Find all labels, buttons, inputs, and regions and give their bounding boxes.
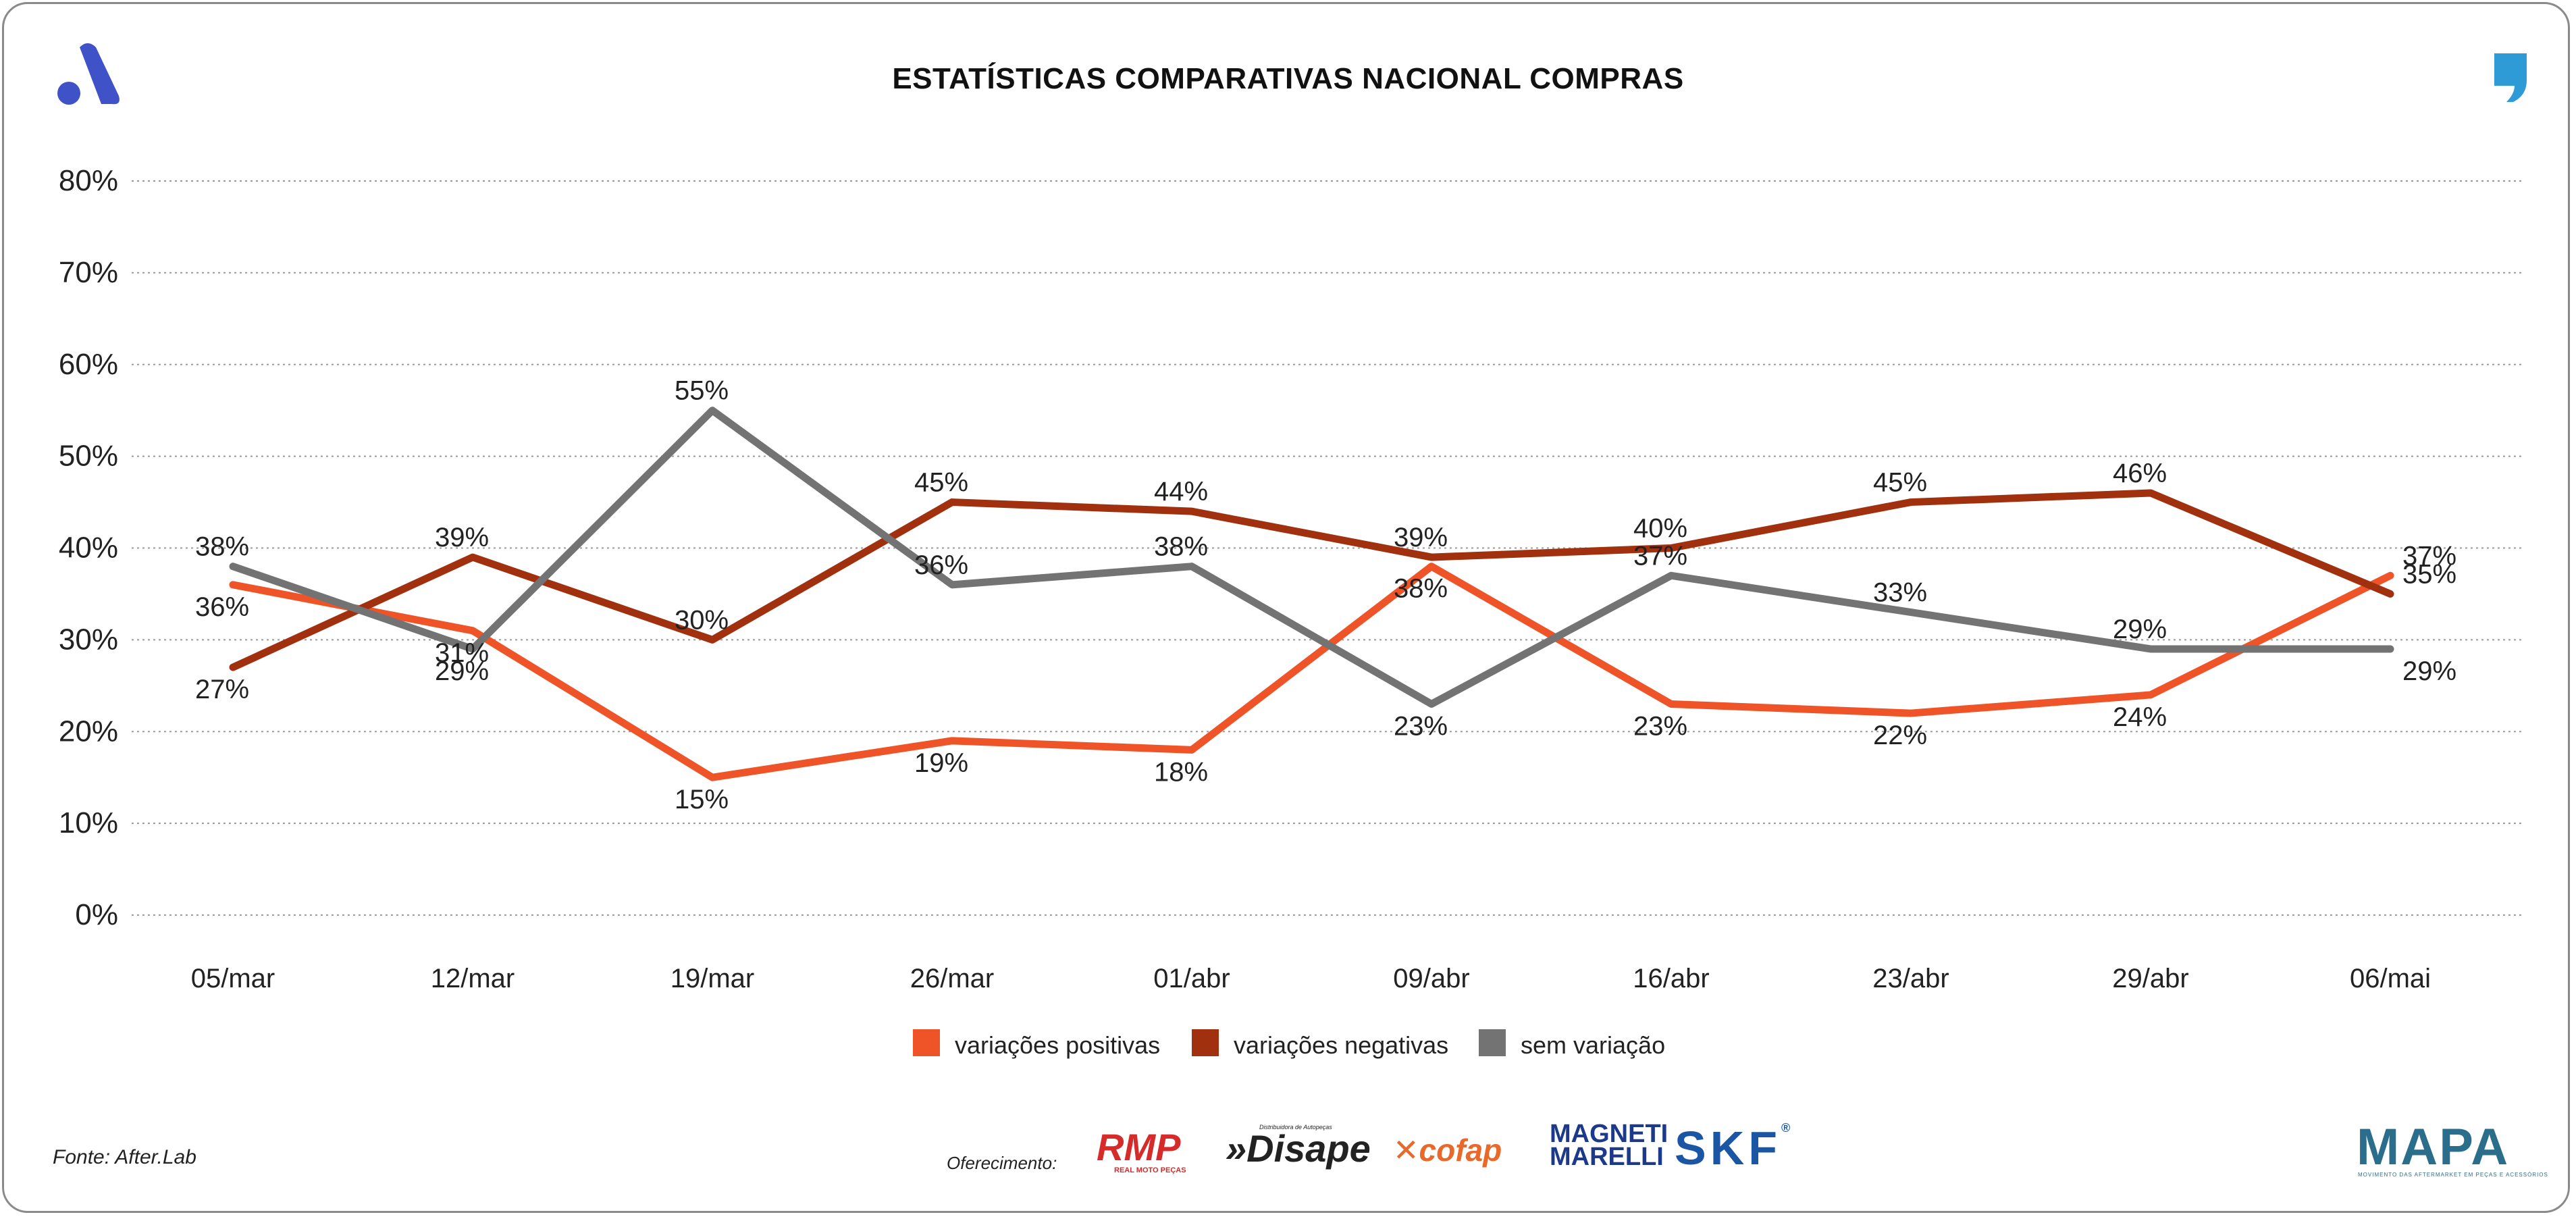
data-label: 36%	[195, 592, 249, 622]
data-label: 23%	[1633, 711, 1687, 741]
data-label: 38%	[1394, 574, 1448, 604]
chart-title: ESTATÍSTICAS COMPARATIVAS NACIONAL COMPR…	[892, 62, 1684, 95]
cofap-logo-text: cofap	[1419, 1133, 1502, 1168]
data-label: 29%	[2113, 615, 2167, 644]
data-label: 22%	[1873, 721, 1927, 750]
data-label: 39%	[1394, 523, 1448, 552]
data-label: 30%	[675, 605, 729, 635]
data-label: 55%	[675, 376, 729, 406]
data-label: 19%	[914, 748, 968, 778]
data-label: 46%	[2113, 459, 2167, 488]
data-label: 44%	[1154, 477, 1208, 507]
data-label: 23%	[1394, 711, 1448, 741]
legend-swatch	[1479, 1029, 1506, 1056]
chart-grid	[132, 180, 2522, 916]
legend-label: variações negativas	[1234, 1031, 1448, 1059]
data-label: 27%	[195, 675, 249, 704]
x-tick-label: 09/abr	[1393, 964, 1469, 993]
x-tick-label: 06/mai	[2350, 964, 2431, 993]
x-tick-label: 29/abr	[2112, 964, 2188, 993]
y-tick-label: 0%	[75, 898, 118, 931]
data-label: 37%	[1633, 541, 1687, 571]
rmp-logo: RMP REAL MOTO PEÇAS	[1097, 1128, 1186, 1174]
sponsor-label: Oferecimento:	[947, 1153, 1057, 1173]
data-label: 31%	[435, 638, 489, 668]
rmp-logo-text: RMP	[1097, 1128, 1181, 1168]
skf-logo: SKF®	[1675, 1121, 1795, 1174]
source-note: Fonte: After.Lab	[53, 1146, 196, 1168]
x-tick-label: 26/mar	[910, 964, 995, 993]
data-label: 37%	[2402, 541, 2456, 571]
y-axis: 0% 10% 20% 30% 40% 50% 60% 70% 80%	[59, 164, 118, 931]
afterlab-logo-icon	[57, 43, 120, 105]
chart-series	[229, 407, 2394, 781]
data-label: 35%	[2402, 559, 2456, 589]
data-label: 38%	[195, 532, 249, 562]
y-tick-label: 50%	[59, 440, 118, 473]
legend-swatch	[913, 1029, 940, 1056]
data-label: 29%	[2402, 656, 2456, 686]
magneti-marelli-logo-text: MAGNETI MARELLI	[1550, 1120, 1668, 1171]
data-label: 15%	[675, 785, 729, 814]
x-axis: 05/mar 12/mar 19/mar 26/mar 01/abr 09/abr 16/a…	[191, 964, 2431, 993]
series-line-2	[229, 489, 2394, 671]
x-tick-label: 05/mar	[191, 964, 275, 993]
skf-logo-text: SKF	[1675, 1122, 1781, 1174]
chart-data-labels: 36% 31% 15% 19% 18% 38% 23% 22% 24% 37% 27% 39% 30% 4…	[195, 376, 2456, 815]
data-label: 29%	[435, 656, 489, 686]
cofap-logo: ✕cofap	[1393, 1133, 1502, 1168]
x-tick-label: 01/abr	[1153, 964, 1230, 993]
data-label: 45%	[1873, 468, 1927, 498]
mapa-tagline: MOVIMENTO DAS AFTERMARKET EM PEÇAS E ACE…	[2358, 1172, 2548, 1178]
chart-legend: variações positivas variações negativas se…	[913, 1029, 1665, 1059]
x-tick-label: 19/mar	[671, 964, 755, 993]
y-tick-label: 70%	[59, 256, 118, 289]
legend-swatch	[1192, 1029, 1219, 1056]
x-tick-label: 16/abr	[1633, 964, 1709, 993]
x-tick-label: 12/mar	[431, 964, 515, 993]
y-tick-label: 40%	[59, 531, 118, 565]
data-label: 45%	[914, 468, 968, 498]
x-tick-label: 23/abr	[1872, 964, 1949, 993]
mapa-logo: MAPA	[2357, 1118, 2510, 1176]
data-label: 36%	[914, 550, 968, 580]
y-tick-label: 60%	[59, 348, 118, 381]
data-label: 38%	[1154, 532, 1208, 562]
data-label: 33%	[1873, 578, 1927, 608]
data-label: 24%	[2113, 702, 2167, 732]
y-tick-label: 30%	[59, 623, 118, 656]
magneti-marelli-logo: MAGNETI MARELLI	[1550, 1121, 1668, 1170]
disape-logo-text: Disape	[1246, 1127, 1371, 1170]
series-line-3	[229, 407, 2394, 708]
legend-label: variações positivas	[955, 1031, 1160, 1059]
disape-logo: Distribuidora de Autopeças »Disape	[1226, 1124, 1371, 1170]
y-tick-label: 20%	[59, 715, 118, 748]
disape-logo-tagline: Distribuidora de Autopeças	[1259, 1124, 1332, 1131]
y-tick-label: 10%	[59, 806, 118, 839]
quote-logo-icon	[2494, 53, 2527, 102]
data-label: 18%	[1154, 757, 1208, 787]
legend-label: sem variação	[1521, 1031, 1665, 1059]
series-line-1	[229, 563, 2394, 781]
data-label: 40%	[1633, 514, 1687, 544]
rmp-logo-tagline: REAL MOTO PEÇAS	[1114, 1166, 1186, 1174]
y-tick-label: 80%	[59, 164, 118, 197]
data-label: 39%	[435, 523, 489, 552]
